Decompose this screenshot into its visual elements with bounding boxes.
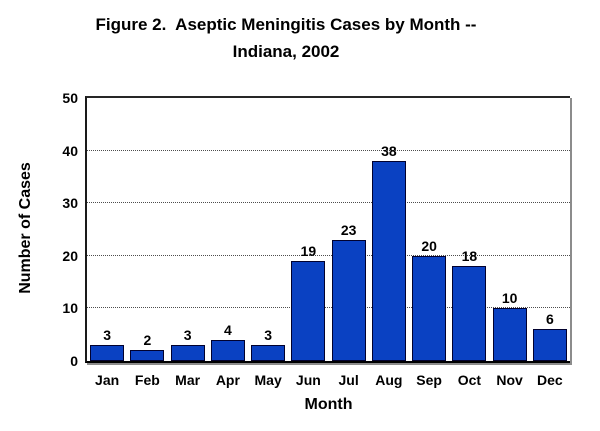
gridline-10: [87, 307, 570, 309]
bar-group-oct: 18: [449, 98, 489, 361]
bar-group-apr: 4: [208, 98, 248, 361]
y-tick-label-30: 30: [62, 195, 78, 212]
y-tick-label-0: 0: [70, 353, 78, 369]
bars-row: 3 2 3 4 3 19 23 38 20 18 10 6: [87, 98, 570, 361]
bar-value-jul: 23: [340, 222, 357, 239]
bar-value-nov: 10: [501, 290, 518, 307]
gridline-40: [87, 149, 570, 151]
bar-group-jun: 19: [288, 98, 328, 361]
bar-mar: [170, 345, 205, 361]
chart-title-line2: Indiana, 2002: [232, 42, 340, 61]
bar-group-jan: 3: [87, 98, 127, 361]
x-tick-label-jun: Jun: [295, 372, 321, 388]
bar-value-dec: 6: [545, 311, 554, 328]
x-tick-label-jul: Jul: [338, 372, 359, 388]
gridline-30: [87, 202, 570, 204]
bar-nov: [492, 308, 527, 361]
x-axis-title: Month: [304, 396, 353, 413]
bar-group-sep: 20: [409, 98, 449, 361]
x-tick-label-dec: Dec: [537, 372, 563, 388]
bar-group-feb: 2: [127, 98, 167, 361]
x-tick-label-nov: Nov: [496, 372, 523, 388]
bar-feb: [130, 350, 165, 361]
bar-value-may: 3: [264, 327, 273, 344]
x-tick-label-mar: Mar: [175, 372, 201, 388]
y-axis-title: Number of Cases: [17, 162, 34, 294]
bar-oct: [452, 266, 487, 361]
bar-aug: [371, 161, 406, 361]
gridline-20: [87, 254, 570, 256]
bar-jul: [331, 240, 366, 361]
bar-group-nov: 10: [490, 98, 530, 361]
x-tick-label-apr: Apr: [215, 372, 240, 388]
bar-value-mar: 3: [183, 327, 192, 344]
bar-group-dec: 6: [530, 98, 570, 361]
chart-title-line1: Figure 2. Aseptic Meningitis Cases by Mo…: [95, 15, 477, 34]
bar-jan: [90, 345, 125, 361]
bar-value-aug: 38: [381, 143, 397, 160]
bar-group-mar: 3: [168, 98, 208, 361]
bar-group-jul: 23: [329, 98, 369, 361]
x-tick-label-may: May: [254, 372, 282, 388]
bar-value-oct: 18: [461, 248, 478, 265]
bar-sep: [412, 255, 447, 361]
bar-value-jan: 3: [103, 327, 112, 344]
bar-dec: [532, 329, 567, 361]
bar-value-feb: 2: [143, 332, 152, 349]
bar-value-jun: 19: [300, 243, 317, 260]
x-tick-label-oct: Oct: [457, 372, 482, 388]
bar-group-aug: 38: [369, 98, 409, 361]
bar-jun: [291, 261, 326, 361]
y-tick-label-40: 40: [62, 142, 78, 159]
x-tick-label-jan: Jan: [95, 372, 120, 388]
bar-may: [251, 345, 286, 361]
x-tick-label-aug: Aug: [375, 372, 403, 388]
y-tick-label-50: 50: [62, 90, 78, 106]
x-tick-label-feb: Feb: [134, 372, 160, 388]
chart-title: Figure 2. Aseptic Meningitis Cases by Mo…: [0, 11, 572, 65]
bar-apr: [210, 339, 245, 361]
y-tick-label-10: 10: [62, 300, 78, 317]
bar-value-apr: 4: [223, 321, 232, 338]
x-tick-label-sep: Sep: [416, 372, 442, 388]
plot-area: 0 10 20 30 40 50 3 2 3 4 3 19 23 38 20 18 10 6 Jan Feb Mar…: [62, 91, 570, 413]
y-tick-label-20: 20: [62, 247, 78, 264]
bar-group-may: 3: [248, 98, 288, 361]
bar-value-sep: 20: [421, 237, 437, 254]
